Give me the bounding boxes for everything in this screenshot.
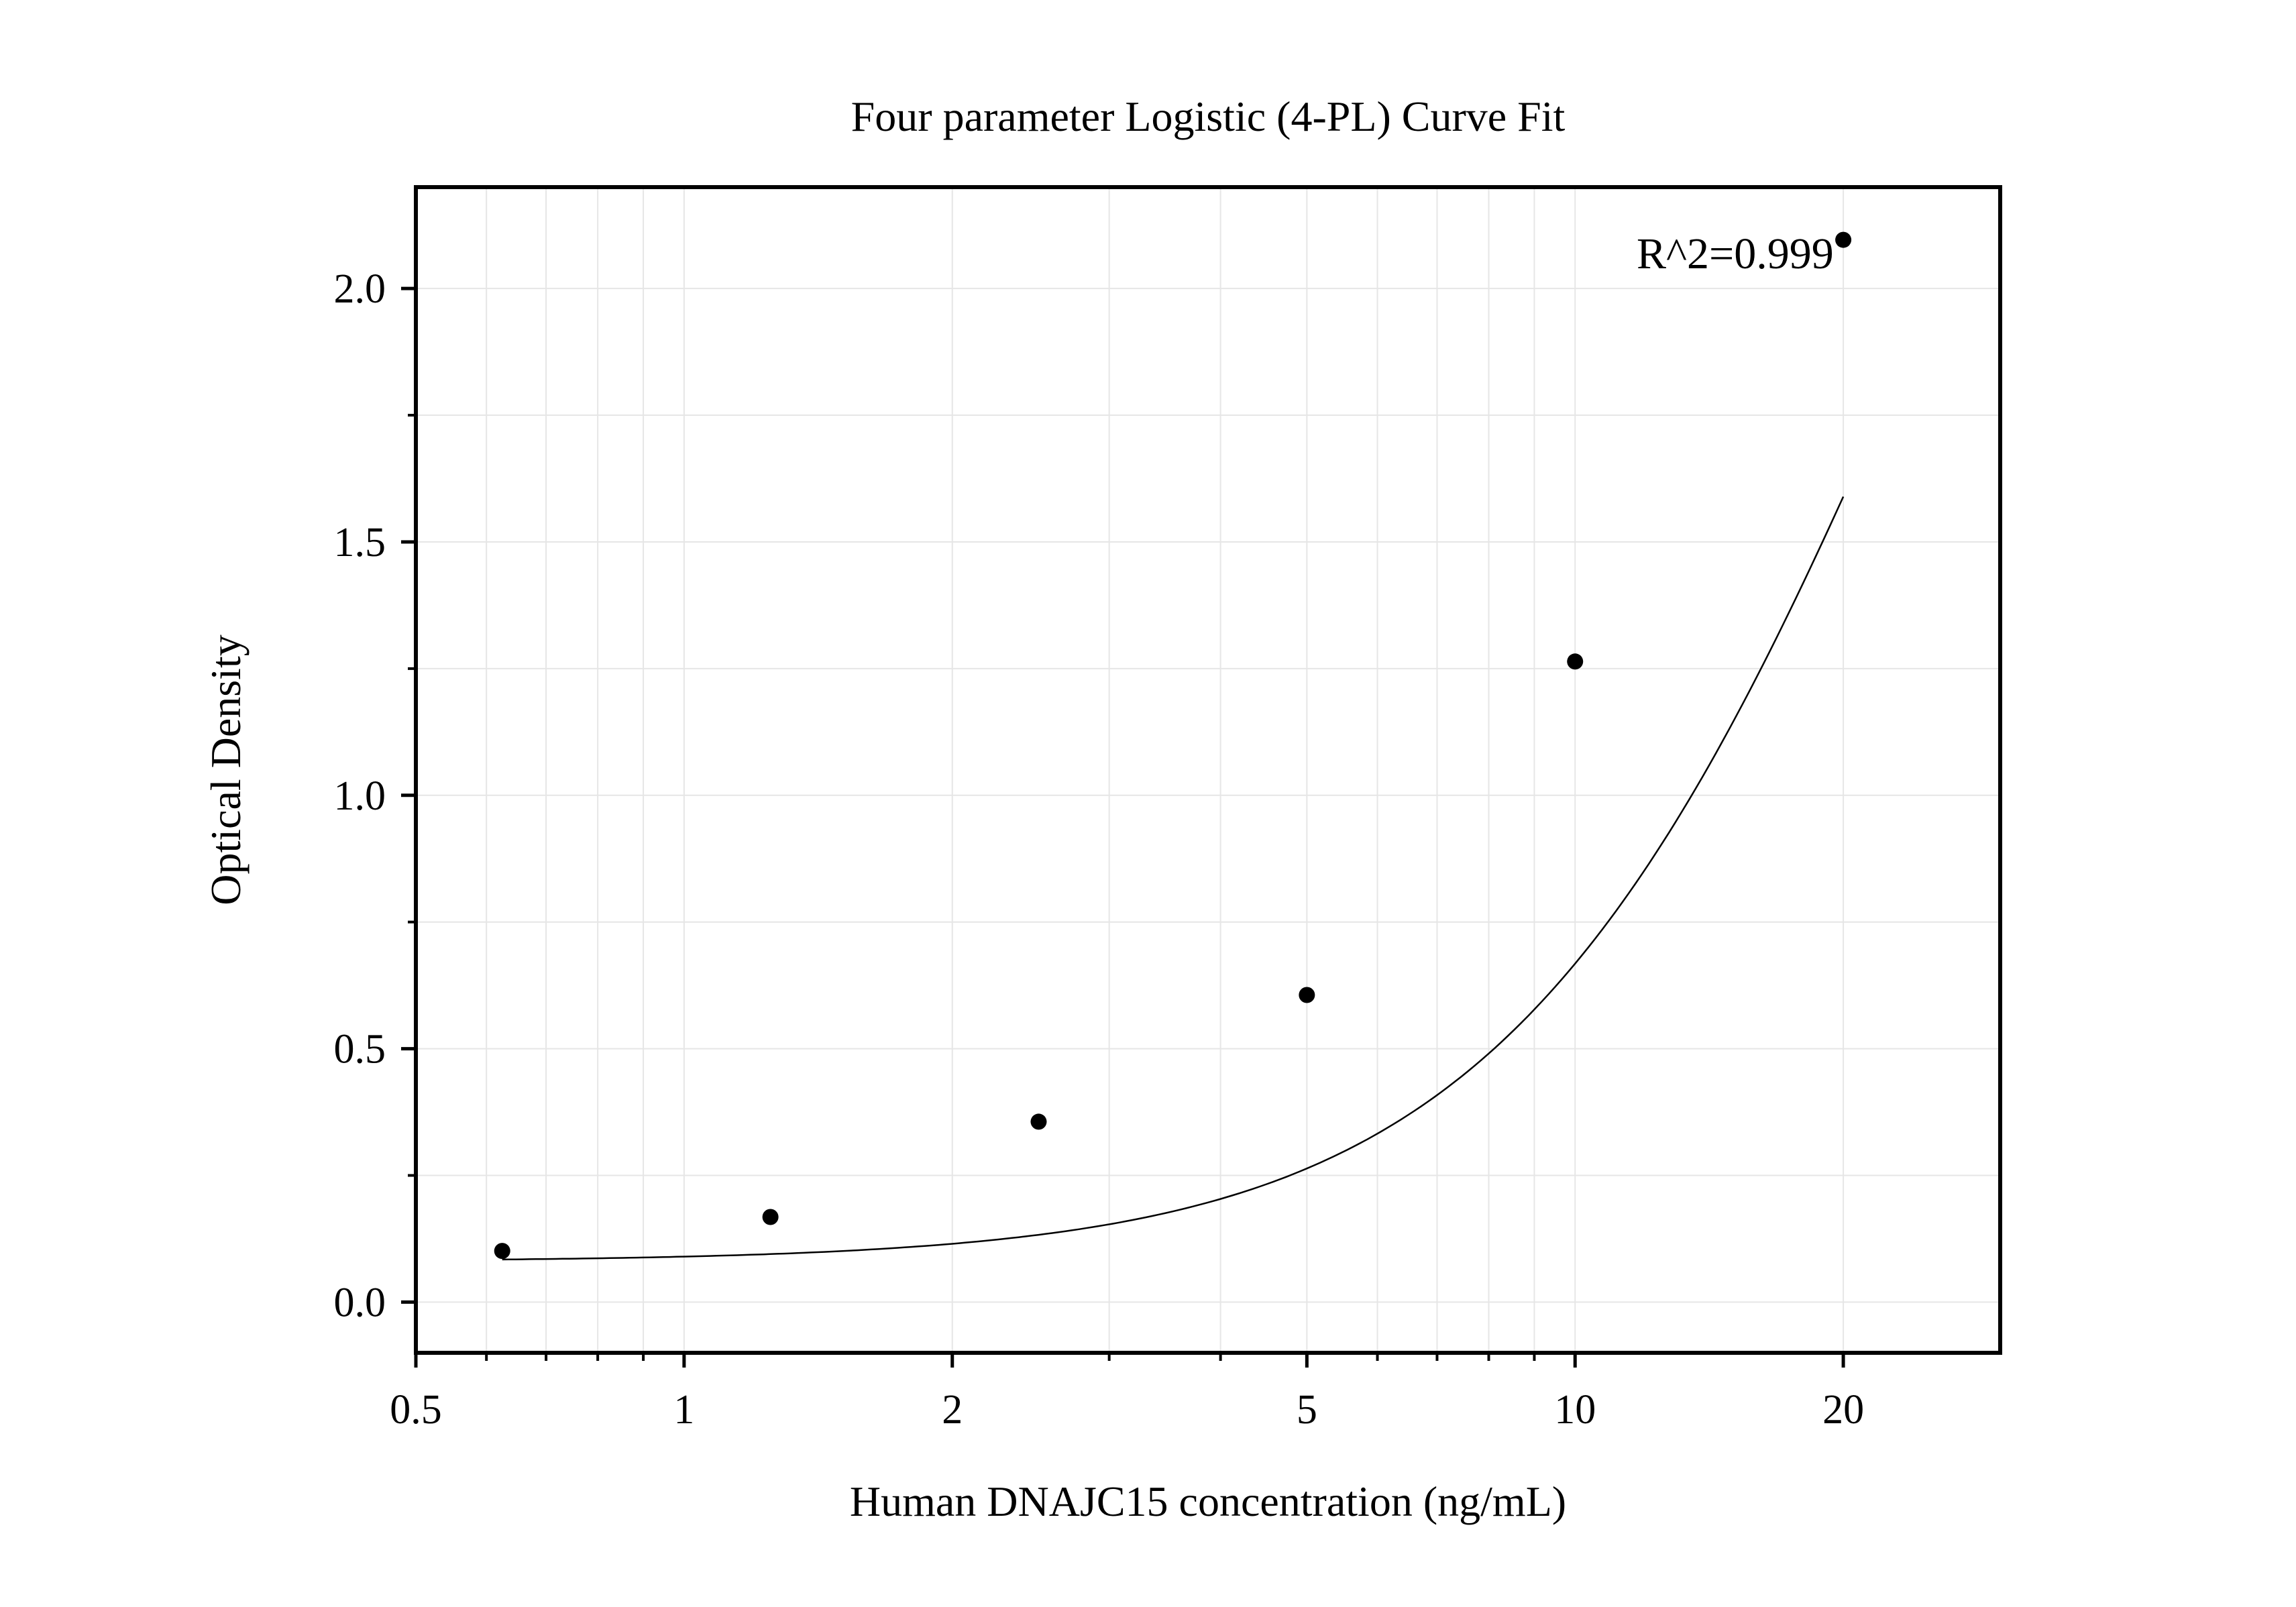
plot-frame	[414, 185, 2002, 1355]
data-point	[1299, 987, 1315, 1003]
x-tick-label: 1	[673, 1387, 694, 1433]
x-axis-label: Human DNAJC15 concentration (ng/mL)	[850, 1478, 1566, 1525]
data-point	[1567, 653, 1584, 670]
x-tick-label: 2	[942, 1387, 963, 1433]
y-tick-label: 1.5	[334, 520, 386, 565]
y-tick-label: 2.0	[334, 266, 386, 312]
chart-title: Four parameter Logistic (4-PL) Curve Fit	[851, 93, 1566, 140]
data-point	[1835, 231, 1852, 248]
y-tick-label: 0.5	[334, 1027, 386, 1072]
data-point	[1030, 1113, 1047, 1130]
grid	[416, 187, 2000, 1353]
data-point	[762, 1209, 779, 1225]
data-points	[494, 231, 1852, 1260]
r-squared-annotation: R^2=0.999	[1637, 229, 1834, 278]
axis-ticks: 0.5 1 2 5 10 20 0.0 0.5 1.0 1.5 2.0	[334, 266, 1865, 1433]
y-tick-label: 1.0	[334, 773, 386, 819]
x-tick-label: 20	[1822, 1387, 1864, 1433]
x-tick-label: 5	[1297, 1387, 1317, 1433]
y-axis-label: Optical Density	[202, 634, 250, 905]
x-tick-label: 10	[1554, 1387, 1596, 1433]
x-tick-label: 0.5	[390, 1387, 442, 1433]
fit-curve	[502, 496, 1845, 1261]
data-point	[494, 1243, 510, 1260]
y-tick-label: 0.0	[334, 1280, 386, 1325]
